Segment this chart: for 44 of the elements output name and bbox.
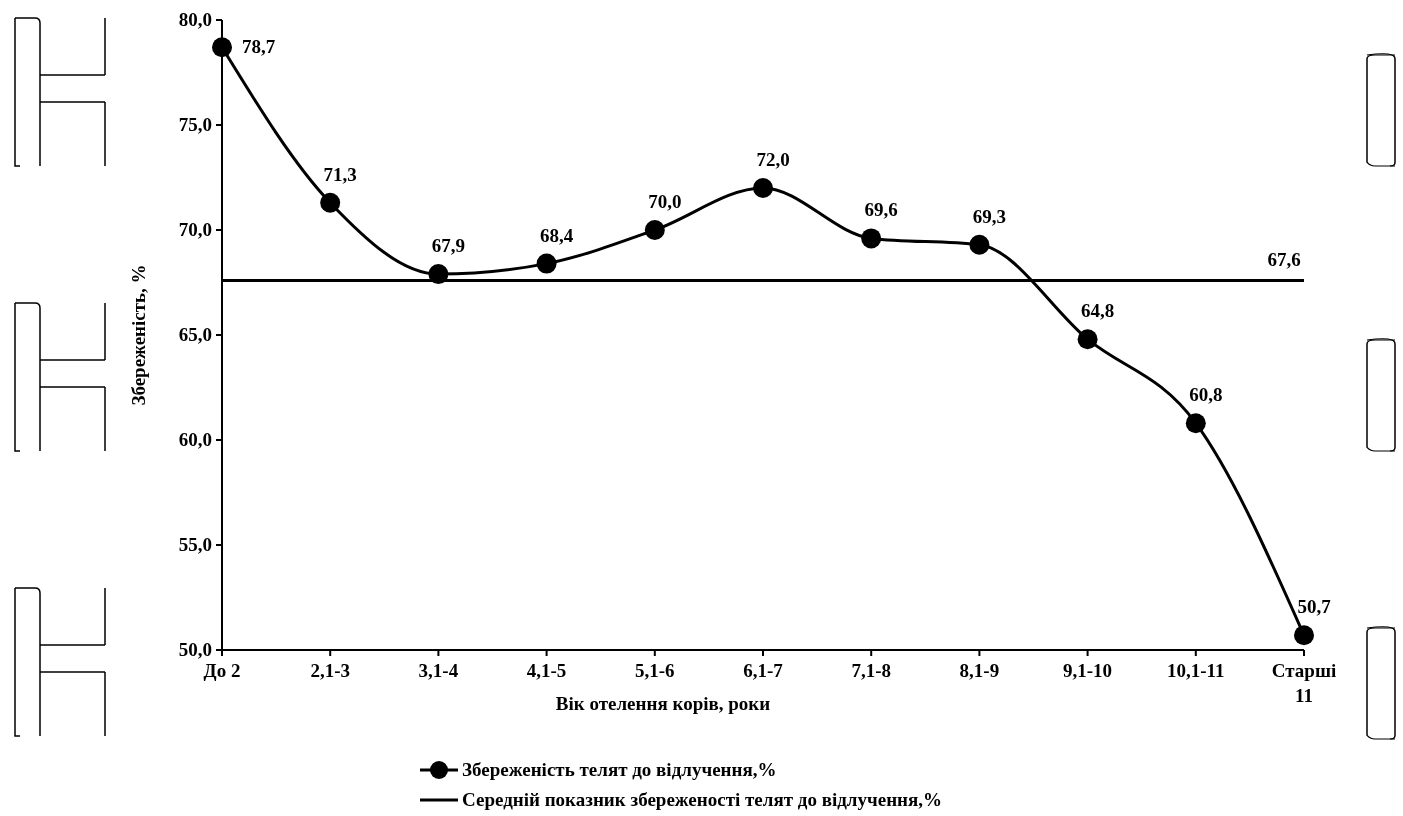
- data-label: 70,0: [648, 191, 682, 212]
- legend-label: Середній показник збереженості телят до відлучення,%: [462, 789, 943, 810]
- y-tick-label: 65,0: [178, 324, 212, 345]
- x-tick-label: 4,1-5: [526, 660, 567, 681]
- x-tick-label: 7,1-8: [851, 660, 891, 681]
- x-tick-label: 5,1-6: [635, 660, 675, 681]
- x-tick-label: Старші 11: [1271, 660, 1337, 706]
- x-tick-label: 3,1-4: [418, 660, 459, 681]
- data-label: 67,6: [1267, 249, 1301, 271]
- y-tick-label: 50,0: [178, 639, 212, 660]
- data-label: 67,9: [431, 235, 466, 257]
- point: [212, 37, 232, 58]
- y-tick-label: 70,0: [178, 219, 212, 240]
- x-tick-label: До 2: [203, 660, 241, 681]
- point: [1077, 329, 1098, 350]
- point: [644, 220, 665, 240]
- point: [320, 192, 341, 213]
- legend-label: Збереженість телят до відлучення,%: [462, 759, 777, 780]
- data-label: 69,6: [864, 199, 898, 221]
- point: [969, 234, 990, 255]
- x-axis-title: Вік отелення корів, роки: [555, 693, 771, 714]
- data-label: 64,8: [1080, 300, 1115, 322]
- point: [753, 178, 773, 198]
- data-label: 50,7: [1297, 596, 1332, 618]
- point: [536, 253, 557, 274]
- x-tick-label: 2,1-3: [310, 660, 350, 681]
- point: [1185, 413, 1206, 434]
- data-label: 71,3: [323, 163, 357, 185]
- x-tick-label: 6,1-7: [743, 660, 784, 681]
- x-tick-label: 9,1-10: [1063, 660, 1113, 681]
- data-label: 78,7: [242, 36, 276, 58]
- point: [861, 228, 882, 249]
- y-tick-label: 60,0: [178, 429, 212, 450]
- y-tick-label: 80,0: [178, 9, 212, 30]
- y-axis-title: Збереженість, %: [128, 264, 149, 406]
- data-label: 68,4: [539, 224, 574, 246]
- data-label: 69,3: [972, 205, 1007, 227]
- y-tick-label: 75,0: [178, 114, 212, 135]
- data-label: 72,0: [756, 149, 790, 170]
- point: [1294, 625, 1314, 646]
- y-tick-label: 55,0: [178, 534, 212, 555]
- x-tick-label: 8,1-9: [959, 660, 1000, 681]
- x-tick-label: 10,1-11: [1167, 660, 1225, 681]
- data-label: 60,8: [1189, 384, 1223, 406]
